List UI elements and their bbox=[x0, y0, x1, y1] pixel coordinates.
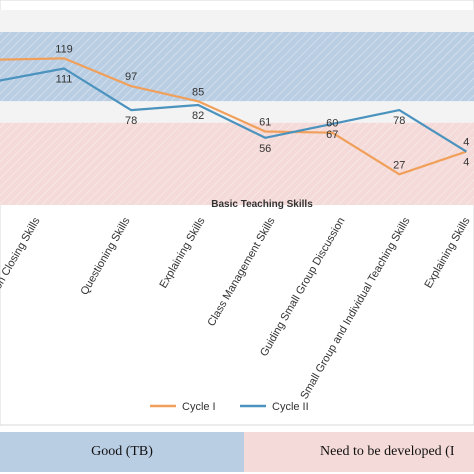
data-label: 60 bbox=[326, 118, 338, 130]
data-label: 67 bbox=[326, 129, 338, 141]
legend-label-cycle-2: Cycle II bbox=[272, 401, 309, 413]
data-label: 56 bbox=[259, 143, 271, 155]
data-label: 97 bbox=[125, 71, 137, 83]
band-top-strip bbox=[0, 10, 474, 32]
data-label: 27 bbox=[393, 159, 405, 171]
key-need-developed: Need to be developed (I bbox=[244, 432, 474, 472]
data-label: 61 bbox=[259, 116, 271, 128]
data-label: 4 bbox=[463, 157, 469, 169]
series-line-cycle-2 bbox=[0, 67, 467, 153]
band-hatch bbox=[0, 122, 474, 205]
band-gap bbox=[0, 101, 474, 123]
series-line-cycle-1 bbox=[0, 57, 467, 176]
x-axis-title: Basic Teaching Skills bbox=[211, 199, 313, 210]
band-hatch bbox=[0, 32, 474, 102]
data-label: 78 bbox=[393, 115, 405, 127]
key-need-label: Need to be developed (I bbox=[320, 444, 455, 459]
data-label: 119 bbox=[55, 43, 73, 55]
key-good-label: Good (TB) bbox=[91, 444, 153, 459]
data-label: 78 bbox=[125, 115, 137, 127]
data-label: 111 bbox=[56, 74, 73, 86]
data-label: 4 bbox=[463, 137, 469, 149]
data-label: 85 bbox=[192, 86, 204, 98]
legend-label-cycle-1: Cycle I bbox=[182, 401, 216, 413]
key-good: Good (TB) bbox=[0, 432, 244, 472]
data-label: 82 bbox=[192, 110, 204, 122]
